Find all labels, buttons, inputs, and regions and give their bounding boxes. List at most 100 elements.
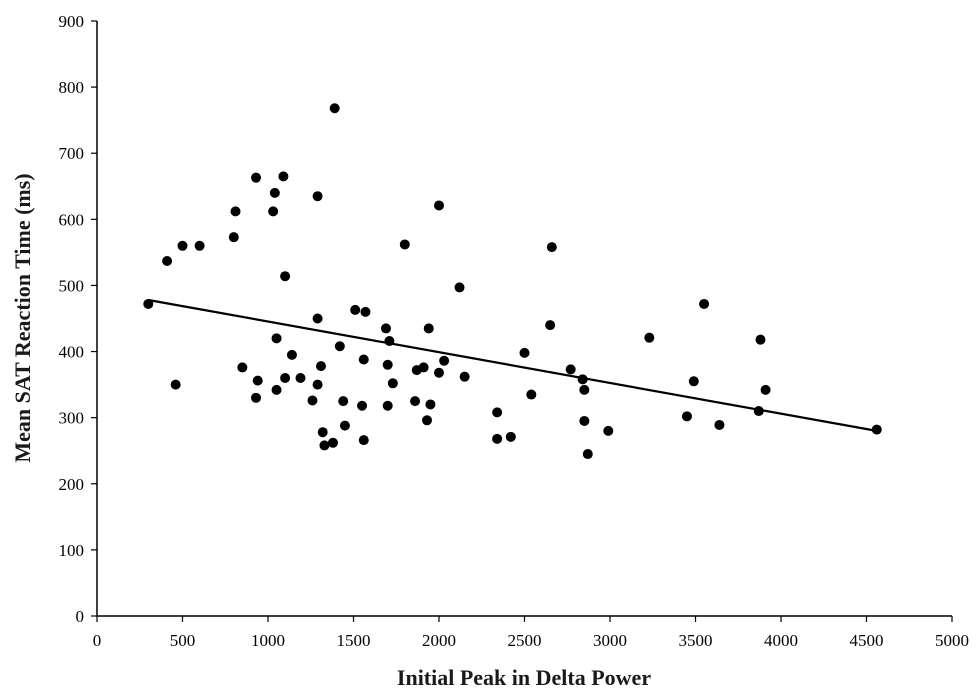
data-point (423, 323, 434, 334)
data-point (268, 206, 279, 217)
data-point (177, 240, 188, 251)
data-point (170, 379, 181, 390)
trendline (148, 298, 877, 432)
x-axis-title: Initial Peak in Delta Power (397, 665, 651, 689)
x-tick-label: 4000 (764, 631, 798, 650)
y-tick-label: 200 (59, 475, 85, 494)
data-point (251, 392, 262, 403)
data-point (329, 103, 340, 114)
y-tick-label: 900 (59, 12, 85, 31)
data-point (360, 306, 371, 317)
data-point (312, 379, 323, 390)
data-point (760, 384, 771, 395)
data-point (194, 240, 205, 251)
data-point (307, 395, 318, 406)
data-point (280, 373, 291, 383)
x-tick-label: 1000 (251, 631, 285, 650)
y-tick-label: 400 (59, 343, 85, 362)
data-point (237, 362, 248, 373)
data-point (434, 200, 444, 211)
data-point (317, 427, 328, 438)
data-point (582, 449, 593, 460)
y-tick-label: 600 (59, 210, 85, 229)
data-point (358, 435, 369, 446)
x-tick-label: 3500 (679, 631, 713, 650)
data-point (316, 361, 327, 372)
data-point (526, 389, 537, 400)
data-point (269, 187, 280, 198)
data-point (492, 407, 503, 418)
y-tick-label: 500 (59, 276, 85, 295)
data-point (358, 354, 369, 365)
data-point (295, 373, 306, 383)
data-point (278, 171, 289, 182)
y-tick-label: 800 (59, 78, 85, 97)
trendline-group (148, 298, 877, 432)
data-point (579, 384, 590, 395)
data-point (312, 191, 323, 202)
data-point (380, 323, 391, 334)
data-point (418, 362, 429, 373)
y-tick-label: 100 (59, 541, 85, 560)
data-point (339, 420, 350, 431)
data-point (505, 431, 516, 442)
x-tick-label: 0 (93, 631, 102, 650)
data-point (280, 271, 291, 282)
data-point (382, 359, 393, 370)
data-point (577, 374, 588, 385)
data-point (434, 367, 444, 378)
data-point (492, 433, 503, 444)
data-point (338, 396, 349, 407)
data-point (228, 232, 239, 243)
data-point (644, 332, 655, 343)
data-point (459, 371, 470, 382)
data-point (603, 425, 614, 436)
data-point (350, 304, 361, 315)
data-point (334, 341, 345, 352)
data-point (382, 400, 393, 411)
data-point (699, 298, 710, 309)
data-point (755, 334, 766, 345)
data-point (753, 406, 764, 417)
x-tick-label: 500 (170, 631, 196, 650)
y-tick-labels: 0 100 200 300 400 500 600 700 800 900 (59, 12, 97, 626)
data-point (454, 282, 465, 293)
data-point (384, 335, 395, 346)
y-tick-label: 300 (59, 409, 85, 428)
data-point (422, 415, 433, 426)
data-point (579, 415, 590, 426)
data-point (399, 239, 410, 250)
y-tick-label: 700 (59, 144, 85, 163)
x-tick-label: 5000 (935, 631, 969, 650)
data-point (387, 378, 398, 389)
data-point (545, 320, 556, 331)
data-point (714, 419, 725, 430)
data-point (312, 313, 323, 324)
data-point (425, 399, 436, 410)
data-point (871, 424, 882, 435)
data-point (143, 298, 154, 309)
data-point (688, 376, 699, 387)
data-point (681, 411, 692, 422)
data-point (357, 400, 368, 411)
data-point (519, 347, 530, 358)
data-point (546, 242, 557, 253)
data-point (271, 384, 282, 395)
data-point (319, 440, 330, 451)
data-points (143, 103, 882, 460)
data-point (252, 375, 263, 386)
x-tick-label: 1500 (337, 631, 371, 650)
x-tick-label: 3000 (593, 631, 627, 650)
data-point (230, 206, 241, 217)
x-tick-label: 2500 (508, 631, 542, 650)
x-tick-label: 2000 (422, 631, 456, 650)
data-point (271, 333, 282, 344)
data-point (565, 364, 576, 375)
y-axis-title: Mean SAT Reaction Time (ms) (10, 173, 35, 462)
data-point (162, 255, 173, 266)
data-point (410, 396, 421, 407)
x-tick-labels: 0 500 1000 1500 2000 2500 3000 3500 4000 4500 5000 (93, 616, 969, 650)
x-tick-label: 4500 (850, 631, 884, 650)
data-point (439, 355, 450, 366)
